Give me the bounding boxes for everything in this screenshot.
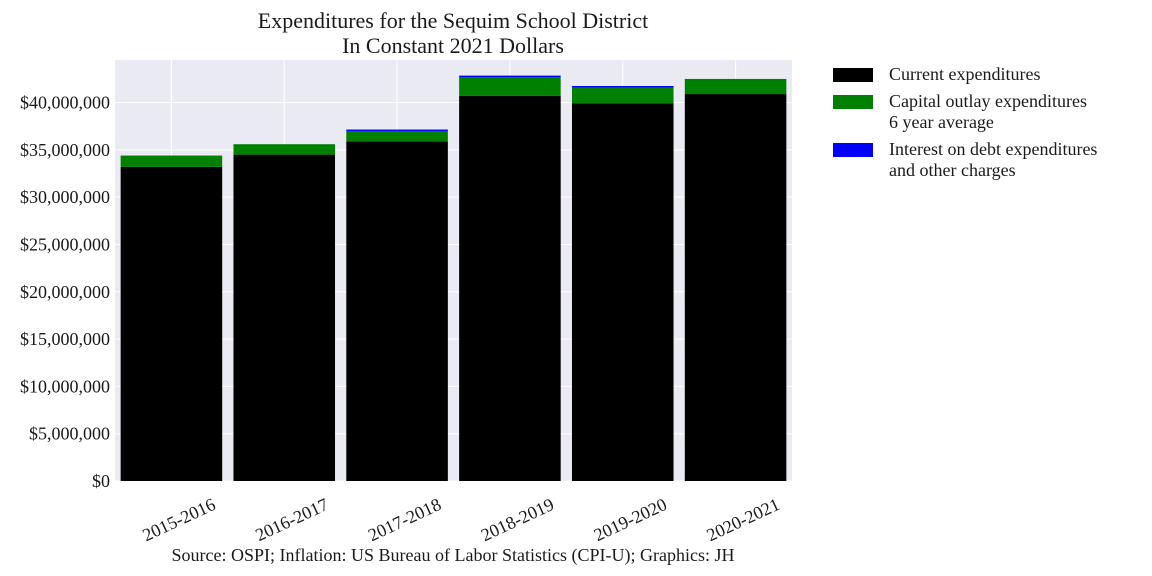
bars bbox=[120, 75, 787, 482]
y-tick-label: $15,000,000 bbox=[20, 329, 110, 349]
legend-swatch bbox=[833, 68, 873, 82]
bar-capital-outlay-2017-2018 bbox=[346, 130, 448, 142]
y-tick-label: $10,000,000 bbox=[20, 376, 110, 396]
y-tick-label: $30,000,000 bbox=[20, 187, 110, 207]
x-axis: 2015-2016 2016-2017 2017-2018 2018-2019 2019… bbox=[139, 494, 782, 545]
y-tick-label: $40,000,000 bbox=[20, 93, 110, 113]
legend-swatch bbox=[833, 143, 873, 157]
bar-capital-outlay-2019-2020 bbox=[571, 87, 674, 104]
source-note: Source: OSPI; Inflation: US Bureau of La… bbox=[172, 545, 735, 566]
x-tick-label: 2015-2016 bbox=[139, 494, 218, 545]
legend: Current expenditures Capital outlay expen… bbox=[833, 64, 1097, 187]
x-tick-label: 2017-2018 bbox=[365, 494, 444, 545]
y-tick-label: $5,000,000 bbox=[29, 424, 110, 444]
legend-label: Interest on debt expenditures bbox=[889, 139, 1098, 159]
x-tick-label: 2020-2021 bbox=[704, 494, 783, 545]
y-tick-label: $0 bbox=[92, 471, 110, 491]
bar-current-2019-2020 bbox=[571, 103, 674, 481]
y-tick-label: $25,000,000 bbox=[20, 234, 110, 254]
legend-item: Capital outlay expenditures 6 year averag… bbox=[833, 91, 1097, 133]
y-axis: $0 $5,000,000 $10,000,000 $15,000,000 $20,00… bbox=[20, 93, 110, 491]
bar-capital-outlay-2015-2016 bbox=[120, 155, 223, 167]
legend-label: Capital outlay expenditures bbox=[889, 91, 1087, 111]
legend-swatch bbox=[833, 95, 873, 109]
legend-item: Interest on debt expenditures and other c… bbox=[833, 139, 1097, 181]
bar-capital-outlay-2016-2017 bbox=[233, 144, 336, 155]
bar-current-2018-2019 bbox=[459, 95, 561, 481]
bar-capital-outlay-2018-2019 bbox=[459, 77, 561, 96]
plot-area bbox=[115, 60, 792, 481]
x-tick-label: 2016-2017 bbox=[252, 494, 331, 545]
legend-label: Current expenditures bbox=[889, 64, 1041, 84]
y-tick-label: $20,000,000 bbox=[20, 282, 110, 302]
chart-title: Expenditures for the Sequim School Distr… bbox=[258, 8, 648, 33]
bar-current-2017-2018 bbox=[346, 141, 448, 481]
x-tick-label: 2019-2020 bbox=[591, 494, 670, 545]
legend-label: 6 year average bbox=[889, 112, 994, 132]
bar-interest-2018-2019 bbox=[459, 75, 561, 78]
legend-item: Current expenditures bbox=[833, 64, 1097, 85]
bar-interest-2019-2020 bbox=[571, 86, 674, 88]
bar-current-2015-2016 bbox=[120, 166, 223, 481]
chart-subtitle: In Constant 2021 Dollars bbox=[342, 33, 564, 58]
bar-capital-outlay-2020-2021 bbox=[684, 78, 787, 95]
bar-current-2020-2021 bbox=[684, 94, 787, 482]
bar-interest-2017-2018 bbox=[346, 129, 448, 131]
legend-label: and other charges bbox=[889, 160, 1016, 180]
x-tick-label: 2018-2019 bbox=[478, 494, 557, 545]
y-tick-label: $35,000,000 bbox=[20, 140, 110, 160]
bar-current-2016-2017 bbox=[233, 154, 336, 481]
